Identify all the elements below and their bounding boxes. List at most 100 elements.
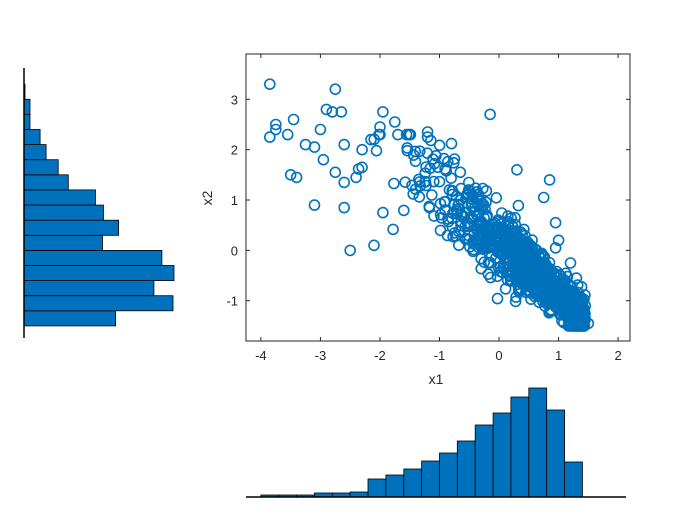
- x2-histogram-bars: [23, 83, 175, 327]
- scatter-point: [484, 108, 496, 121]
- scatter-point: [290, 171, 303, 184]
- x2-histogram-bar: [23, 129, 41, 146]
- scatter-point: [427, 153, 439, 165]
- x1-histogram-bar: [456, 440, 476, 498]
- scatter-point: [553, 289, 565, 302]
- scatter-point: [445, 137, 458, 150]
- scatter-point: [368, 133, 381, 146]
- x2-histogram-bar: [23, 174, 69, 191]
- scatter-point: [545, 271, 557, 284]
- scatter-point: [439, 163, 451, 175]
- x2-histogram-bar: [23, 159, 59, 176]
- scatter-point: [442, 215, 455, 228]
- scatter-point: [480, 196, 492, 209]
- scatter-point: [457, 210, 470, 222]
- scatter-point: [388, 177, 400, 190]
- scatter-point: [478, 256, 491, 269]
- x2-histogram-bar: [23, 98, 31, 115]
- scatter-point: [476, 182, 489, 195]
- scatter-point: [558, 304, 571, 317]
- scatter-point: [515, 247, 528, 260]
- scatter-point: [284, 169, 297, 181]
- scatter-point: [461, 191, 473, 204]
- scatter-point: [409, 183, 422, 195]
- scatter-point: [496, 249, 509, 262]
- x2-histogram-bar: [23, 204, 104, 221]
- scatter-point: [368, 239, 380, 252]
- scatter-point: [263, 78, 276, 90]
- scatter-point: [335, 106, 348, 118]
- scatter-point: [387, 223, 399, 236]
- scatter-point: [498, 234, 510, 247]
- scatter-point: [467, 238, 480, 250]
- x2-histogram-bar: [23, 219, 119, 236]
- scatter-point: [492, 262, 505, 274]
- scatter-point: [531, 284, 544, 297]
- scatter-point: [578, 320, 591, 332]
- scatter-point: [338, 138, 351, 151]
- scatter-point: [531, 267, 544, 280]
- x-tick-label: 0: [495, 348, 502, 363]
- x2-histogram-bar: [23, 310, 116, 327]
- scatter-point: [462, 220, 474, 232]
- scatter-point: [573, 303, 585, 316]
- scatter-point: [423, 201, 436, 214]
- scatter-point: [425, 189, 438, 201]
- scatter-point: [491, 292, 504, 305]
- scatter-point: [377, 206, 389, 219]
- scatter-point: [525, 242, 538, 254]
- x-tick-label: -1: [434, 348, 446, 363]
- scatter-point: [549, 216, 562, 229]
- scatter-point: [281, 128, 294, 141]
- scatter-point: [480, 224, 493, 236]
- scatter-point: [511, 278, 524, 291]
- scatter-point: [352, 163, 365, 175]
- scatter-point: [533, 261, 545, 274]
- x1-histogram-bar: [421, 460, 440, 498]
- scatter-point: [513, 285, 525, 298]
- x-tick-label: 1: [555, 348, 562, 363]
- y-tick-label: 3: [231, 92, 238, 107]
- x1-histogram: [246, 387, 626, 498]
- scatter-point: [472, 218, 485, 230]
- scatter-point: [463, 185, 476, 197]
- scatter-point: [523, 278, 536, 291]
- x1-histogram-bar: [403, 468, 423, 498]
- scatter-point: [356, 143, 368, 156]
- scatter-point: [452, 239, 465, 251]
- scatter-point: [490, 192, 503, 204]
- scatter-point: [403, 128, 415, 141]
- scatter-point: [549, 242, 562, 254]
- x2-histogram: [23, 68, 175, 338]
- scatter-point: [516, 260, 528, 273]
- scatter-point: [495, 207, 508, 219]
- scatter-point: [536, 286, 549, 298]
- scatter-point: [413, 145, 426, 157]
- scatter-point: [569, 297, 582, 309]
- scatter-points: [263, 78, 595, 332]
- scatter-point: [455, 208, 467, 220]
- scatter-point: [483, 231, 496, 244]
- scatter-point: [326, 106, 339, 118]
- scatter-y-axis-label: x2: [199, 190, 215, 205]
- scatter-point: [507, 246, 520, 258]
- x2-histogram-bar: [23, 234, 103, 251]
- scatter-point: [399, 176, 412, 188]
- scatter-point: [263, 131, 276, 143]
- scatter-point: [317, 153, 330, 166]
- scatter-point: [495, 218, 507, 230]
- x2-histogram-bar: [23, 249, 163, 266]
- scatter-point: [406, 179, 418, 192]
- scatter-point: [388, 116, 401, 128]
- y-tick-label: 0: [231, 243, 238, 258]
- x1-histogram-bar: [367, 478, 387, 498]
- x1-histogram-bars: [260, 387, 583, 498]
- scatter-point: [421, 131, 434, 143]
- scatter-point: [533, 296, 546, 309]
- x1-histogram-bar: [474, 424, 494, 498]
- scatter-point: [427, 175, 440, 188]
- scatter-point: [377, 106, 389, 118]
- scatter-point: [510, 226, 523, 239]
- scatter-point: [505, 212, 518, 224]
